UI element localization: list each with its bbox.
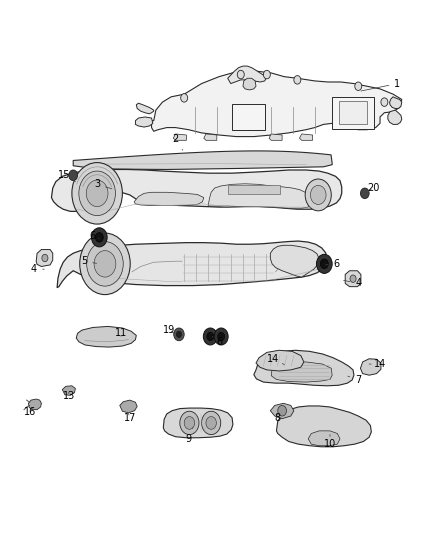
Text: 10: 10	[324, 434, 336, 449]
Polygon shape	[308, 431, 340, 446]
Text: 5: 5	[81, 256, 96, 266]
Polygon shape	[256, 350, 304, 371]
Circle shape	[206, 417, 216, 429]
Polygon shape	[62, 386, 75, 395]
Circle shape	[79, 171, 116, 216]
Circle shape	[180, 411, 199, 434]
Circle shape	[305, 179, 331, 211]
Text: 16: 16	[24, 407, 36, 417]
Circle shape	[263, 70, 270, 79]
FancyBboxPatch shape	[339, 101, 367, 124]
Text: 7: 7	[348, 375, 361, 385]
FancyBboxPatch shape	[332, 97, 374, 128]
Circle shape	[177, 331, 182, 337]
Circle shape	[42, 254, 48, 262]
Circle shape	[72, 163, 122, 224]
Circle shape	[94, 251, 116, 277]
Circle shape	[381, 98, 388, 107]
FancyBboxPatch shape	[232, 104, 265, 130]
Polygon shape	[345, 271, 361, 287]
Text: 19: 19	[163, 325, 175, 335]
Text: 6: 6	[90, 231, 99, 241]
Text: 6: 6	[325, 259, 339, 269]
Text: 15: 15	[58, 170, 75, 182]
Polygon shape	[270, 245, 319, 277]
Circle shape	[214, 328, 228, 345]
Text: 17: 17	[124, 413, 136, 423]
Circle shape	[181, 94, 187, 102]
Polygon shape	[76, 326, 136, 347]
Text: 4: 4	[31, 264, 44, 274]
Circle shape	[184, 417, 194, 429]
Polygon shape	[173, 134, 186, 140]
Circle shape	[321, 259, 328, 269]
Polygon shape	[360, 359, 381, 375]
Text: 6: 6	[212, 336, 222, 347]
Text: 20: 20	[367, 183, 380, 193]
Circle shape	[87, 241, 123, 286]
Polygon shape	[152, 70, 402, 136]
Circle shape	[360, 188, 369, 199]
Circle shape	[92, 228, 107, 247]
Polygon shape	[388, 110, 402, 124]
Circle shape	[80, 233, 130, 295]
Polygon shape	[120, 400, 137, 413]
Text: 8: 8	[275, 413, 281, 423]
Text: 14: 14	[369, 359, 386, 369]
Polygon shape	[163, 408, 233, 438]
Polygon shape	[136, 103, 154, 114]
Circle shape	[201, 411, 221, 434]
Polygon shape	[269, 134, 282, 140]
Circle shape	[95, 232, 103, 242]
FancyBboxPatch shape	[228, 185, 280, 195]
Polygon shape	[390, 97, 402, 109]
Circle shape	[294, 76, 301, 84]
Polygon shape	[300, 134, 313, 140]
Text: 14: 14	[267, 354, 284, 365]
Polygon shape	[254, 350, 354, 386]
Circle shape	[207, 332, 214, 341]
Polygon shape	[36, 249, 53, 266]
Circle shape	[203, 328, 217, 345]
Polygon shape	[57, 241, 327, 288]
Text: 9: 9	[185, 427, 193, 444]
Circle shape	[237, 70, 244, 79]
Polygon shape	[28, 399, 42, 410]
Text: 11: 11	[115, 328, 127, 338]
Polygon shape	[135, 117, 153, 127]
Polygon shape	[276, 406, 371, 447]
Polygon shape	[228, 66, 267, 84]
Circle shape	[174, 328, 184, 341]
Polygon shape	[204, 134, 217, 140]
Text: 2: 2	[172, 134, 183, 150]
Polygon shape	[243, 78, 256, 90]
Circle shape	[317, 254, 332, 273]
Polygon shape	[73, 151, 332, 169]
Polygon shape	[270, 403, 294, 419]
Text: 3: 3	[94, 179, 112, 189]
Circle shape	[86, 180, 108, 207]
Circle shape	[311, 185, 326, 205]
Polygon shape	[208, 184, 311, 208]
Circle shape	[278, 406, 286, 416]
Polygon shape	[134, 192, 204, 206]
Polygon shape	[51, 169, 342, 212]
Text: 4: 4	[343, 278, 361, 288]
Circle shape	[69, 170, 78, 181]
Text: 1: 1	[361, 78, 400, 91]
Circle shape	[355, 82, 362, 91]
Circle shape	[350, 275, 356, 282]
Polygon shape	[271, 362, 332, 382]
Circle shape	[218, 332, 225, 341]
Text: 13: 13	[63, 391, 75, 401]
